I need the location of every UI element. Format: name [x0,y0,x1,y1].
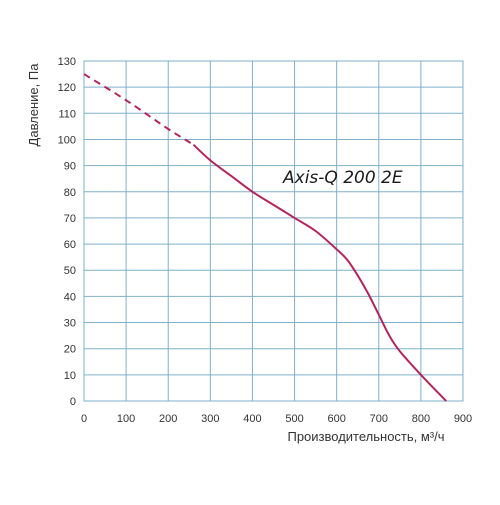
y-tick-label: 110 [58,108,76,120]
y-tick-label: 0 [70,396,76,408]
y-tick-labels: 0 10 20 30 40 50 60 70 80 90 100 110 120 130 [58,56,76,408]
x-tick-label: 800 [412,413,430,425]
x-tick-label: 500 [285,413,303,425]
y-tick-label: 70 [64,213,76,225]
x-tick-label: 0 [81,413,87,425]
y-tick-label: 10 [64,370,76,382]
y-axis-title: Давление, Па [26,63,41,147]
y-tick-label: 50 [64,265,76,277]
y-tick-label: 80 [64,187,76,199]
x-axis-title: Производительность, м³/ч [287,429,444,444]
x-tick-label: 700 [370,413,388,425]
model-annotation: Axis-Q 200 2E [282,168,403,188]
y-tick-label: 20 [64,344,76,356]
y-tick-label: 90 [64,161,76,173]
x-tick-label: 300 [201,413,219,425]
curve-dashed-segment [83,73,195,146]
x-tick-label: 200 [159,413,177,425]
y-tick-label: 100 [58,134,76,146]
plot-area [83,60,464,402]
curve-solid-segment [192,143,447,402]
y-tick-label: 120 [58,82,76,94]
x-tick-label: 900 [454,413,472,425]
y-tick-label: 130 [58,56,76,68]
x-tick-labels: 0 100 200 300 400 500 600 700 800 900 [81,413,472,425]
x-tick-label: 100 [117,413,135,425]
x-tick-label: 400 [243,413,261,425]
series-layer [83,73,447,402]
y-tick-label: 30 [64,318,76,330]
y-tick-label: 60 [64,239,76,251]
grid-lines [84,61,463,401]
x-tick-label: 600 [327,413,345,425]
y-tick-label: 40 [64,291,76,303]
